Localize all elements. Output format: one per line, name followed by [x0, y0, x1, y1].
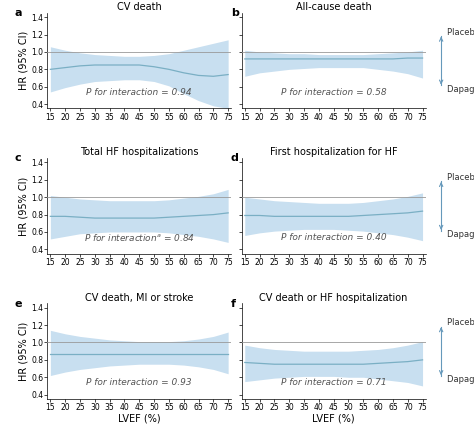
- Y-axis label: HR (95% CI): HR (95% CI): [18, 322, 28, 381]
- Text: P for interaction = 0.94: P for interaction = 0.94: [86, 88, 192, 97]
- X-axis label: LVEF (%): LVEF (%): [118, 414, 161, 423]
- Text: P for interaction = 0.40: P for interaction = 0.40: [281, 233, 386, 242]
- Y-axis label: HR (95% CI): HR (95% CI): [18, 31, 28, 90]
- Text: Dapagliflozin better: Dapagliflozin better: [447, 230, 474, 239]
- X-axis label: LVEF (%): LVEF (%): [312, 414, 355, 423]
- Title: All-cause death: All-cause death: [296, 2, 372, 12]
- Text: d: d: [231, 153, 238, 163]
- Text: P for interaction = 0.71: P for interaction = 0.71: [281, 378, 386, 387]
- Text: Dapagliflozin better: Dapagliflozin better: [447, 375, 474, 384]
- Text: f: f: [231, 299, 236, 308]
- Text: Placebo better: Placebo better: [447, 173, 474, 182]
- Text: Placebo better: Placebo better: [447, 318, 474, 327]
- Y-axis label: HR (95% CI): HR (95% CI): [18, 176, 28, 236]
- Text: b: b: [231, 8, 238, 18]
- Text: P for interaction$^a$ = 0.84: P for interaction$^a$ = 0.84: [84, 232, 195, 243]
- Title: First hospitalization for HF: First hospitalization for HF: [270, 147, 398, 157]
- Title: Total HF hospitalizations: Total HF hospitalizations: [80, 147, 199, 157]
- Text: a: a: [14, 8, 22, 18]
- Text: e: e: [14, 299, 22, 308]
- Text: Placebo better: Placebo better: [447, 28, 474, 36]
- Title: CV death or HF hospitalization: CV death or HF hospitalization: [259, 293, 408, 302]
- Title: CV death, MI or stroke: CV death, MI or stroke: [85, 293, 193, 302]
- Text: P for interaction = 0.58: P for interaction = 0.58: [281, 88, 386, 97]
- Text: Dapagliflozin better: Dapagliflozin better: [447, 85, 474, 94]
- Text: c: c: [14, 153, 21, 163]
- Title: CV death: CV death: [117, 2, 162, 12]
- Text: P for interaction = 0.93: P for interaction = 0.93: [86, 378, 192, 387]
